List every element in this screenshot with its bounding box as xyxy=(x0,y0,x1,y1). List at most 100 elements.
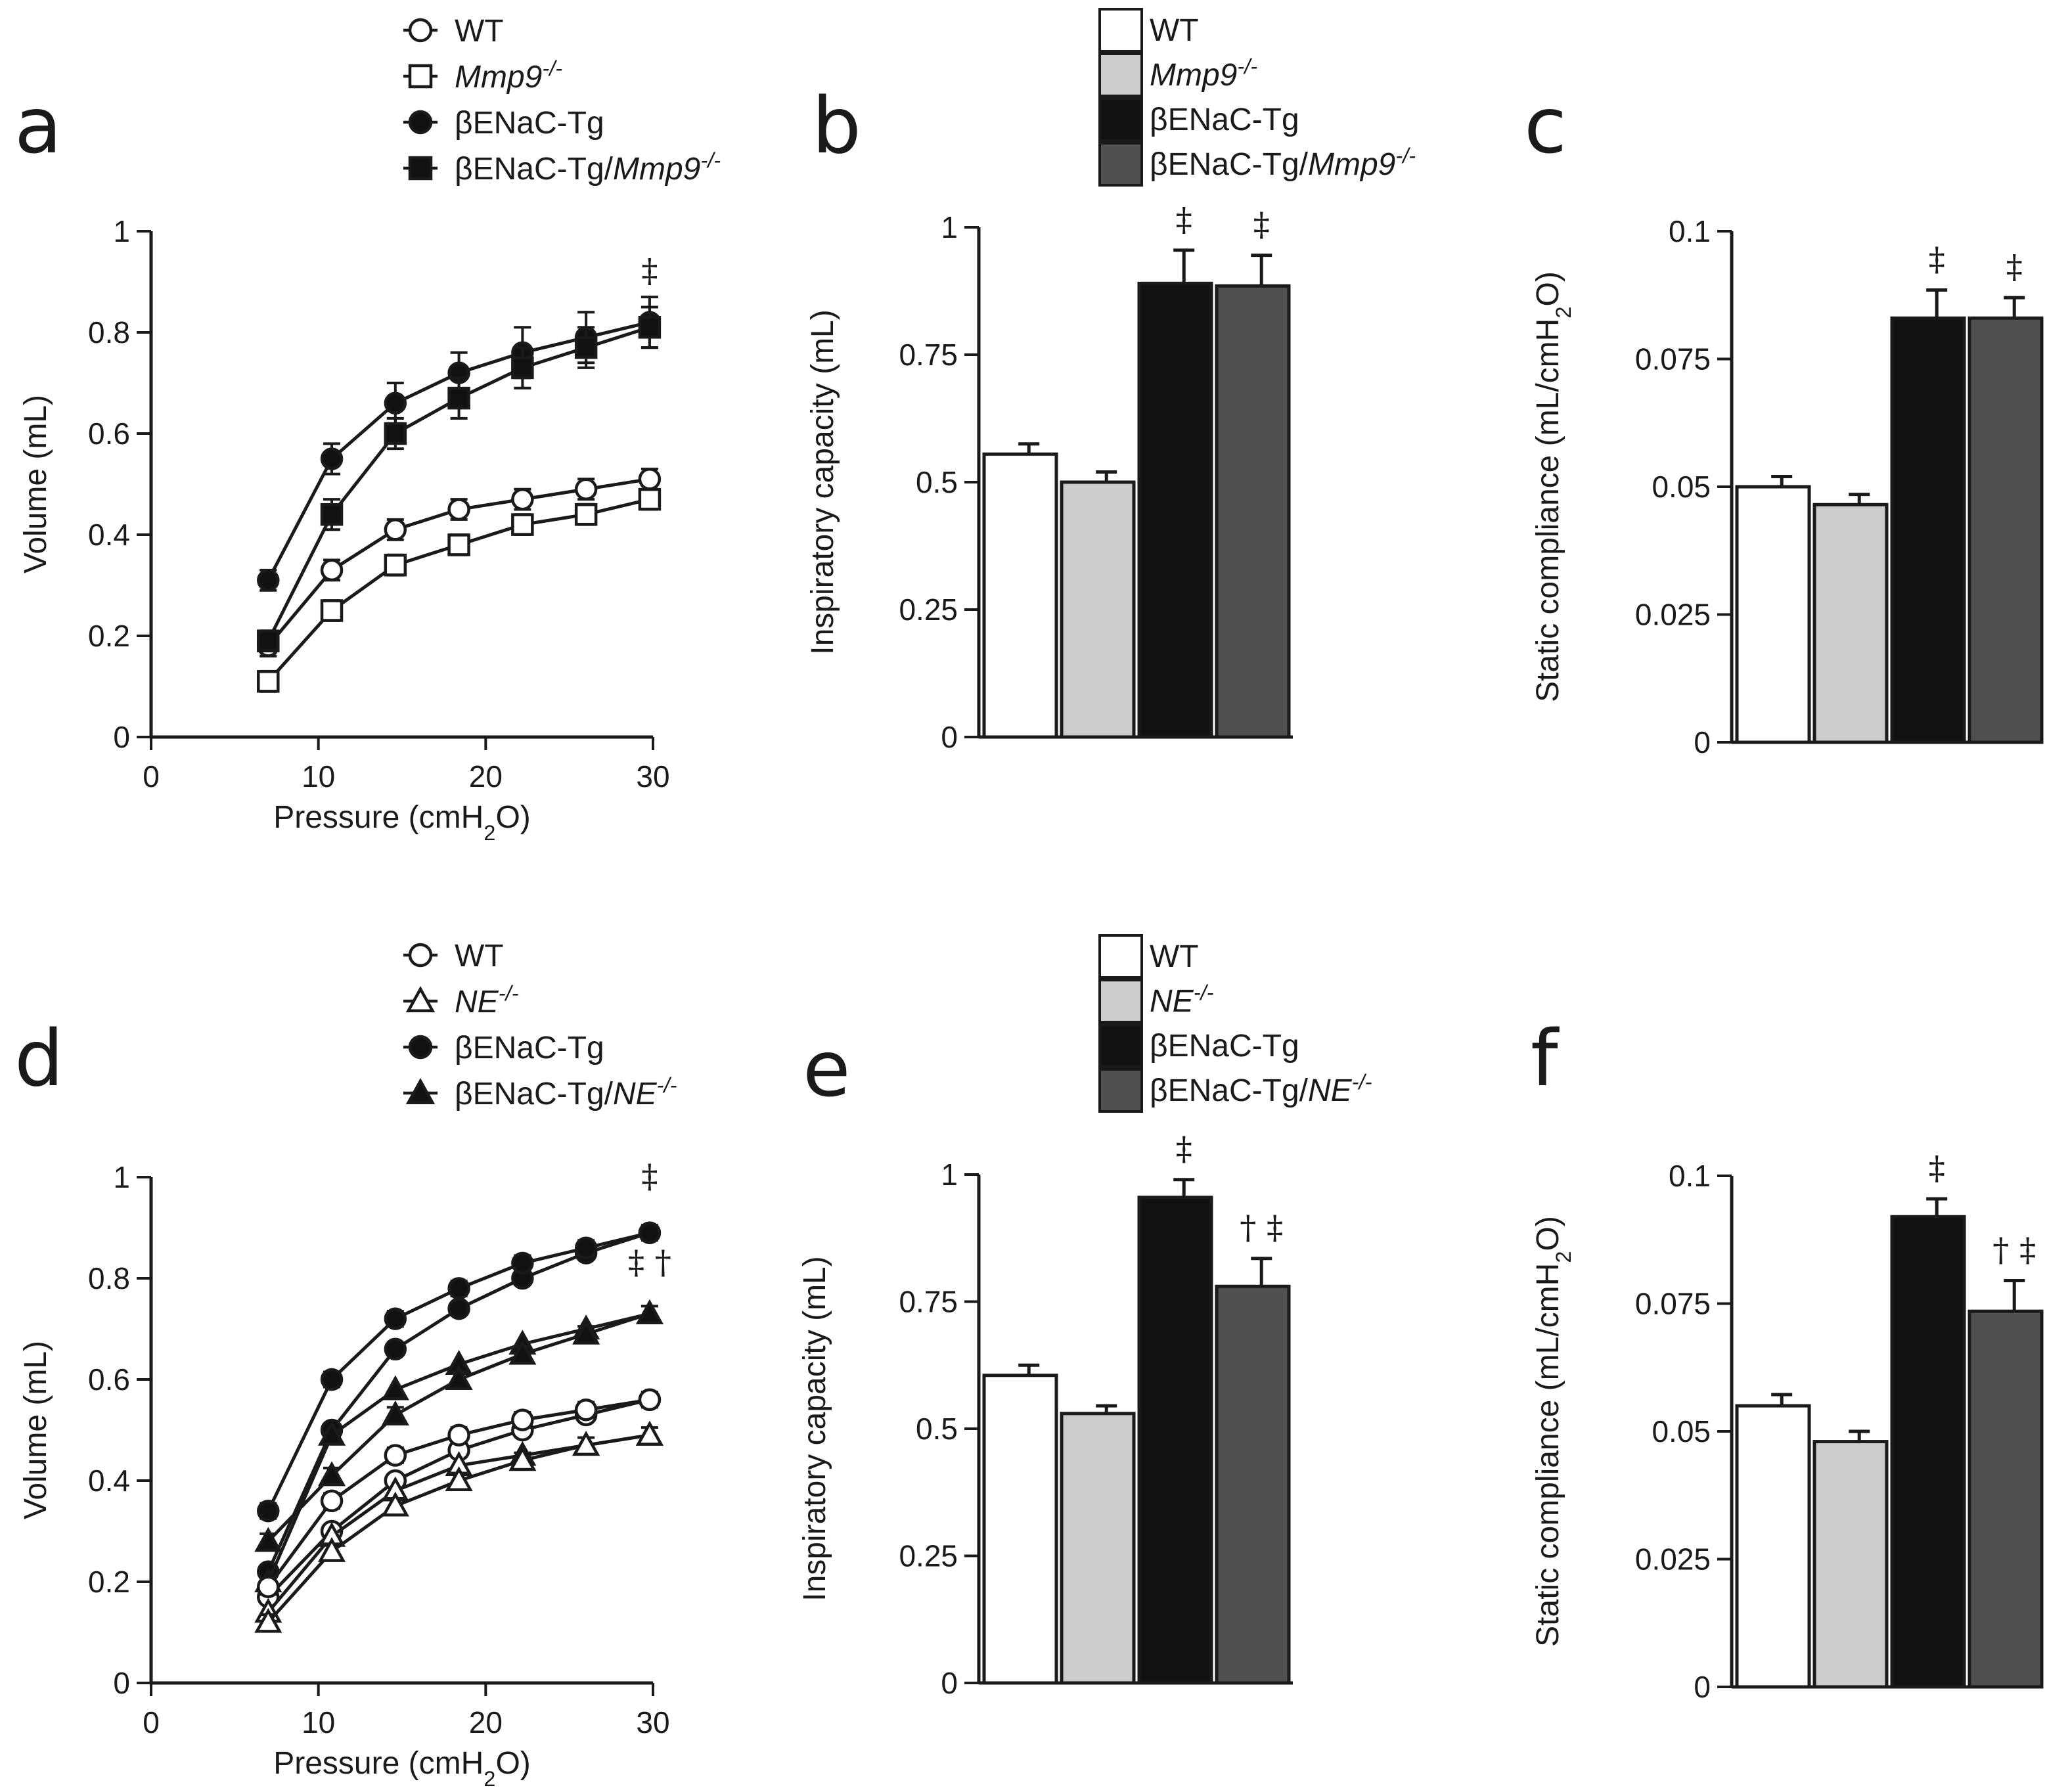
d-legend-label-1: NE-/- xyxy=(455,981,519,1020)
d-data-point-wt-4 xyxy=(511,1408,534,1431)
a-data-point-enac-tg-mmp9-3 xyxy=(447,386,470,410)
panel-letter-b: b xyxy=(812,80,861,171)
a-y-tick-label-5: 1 xyxy=(113,214,130,248)
f-bar-enac-tg-ne xyxy=(1968,1309,2044,1689)
d-data-point-enac-tg-ne-1 xyxy=(317,1461,346,1487)
b-y-tick-label-1: 0.25 xyxy=(899,593,958,627)
panel-letter-d: d xyxy=(14,1013,64,1104)
f-y-axis-label: Static compliance (mL/cmH2O) xyxy=(1531,1216,1575,1647)
a-data-point-enac-tg-mmp9-6 xyxy=(638,316,662,339)
a-x-tick-label-3: 30 xyxy=(636,759,669,794)
e-legend-swatch-3 xyxy=(1098,1068,1143,1113)
f-bar-wt xyxy=(1735,1404,1811,1689)
d-data-point-enac-tg-2 xyxy=(384,1307,407,1330)
panel-letter-c: c xyxy=(1524,80,1567,171)
a-data-point-mmp9-5 xyxy=(574,503,598,526)
f-bar-enac-tg xyxy=(1890,1215,1966,1689)
a-legend-marker-3 xyxy=(408,156,433,181)
a-data-point-mmp9-1 xyxy=(320,599,344,622)
d-data-point-enac-tg-ne-2 xyxy=(381,1375,409,1400)
chart-e-inspiratory-capacity: 0 0.25 0.5 0.75 1 Inspiratory capacity (mL) ‡ †… xyxy=(798,934,1372,1700)
d-data-point-enac-tg-ne-1 xyxy=(317,1420,346,1446)
e-significance-mark-2: ‡ xyxy=(1176,1130,1192,1168)
e-legend-label-2: βENaC-Tg xyxy=(1150,1029,1299,1064)
e-y-axis-label: Inspiratory capacity (mL) xyxy=(798,1256,832,1602)
d-x-tick-label-3: 30 xyxy=(636,1705,669,1739)
e-legend-label-1: NE-/- xyxy=(1150,980,1214,1019)
chart-f-static-compliance: 0 0.025 0.05 0.075 0.1 Static compliance (mL/… xyxy=(1531,1149,2044,1704)
d-legend-marker-0 xyxy=(408,943,433,968)
d-x-tick-label-0: 0 xyxy=(143,1705,160,1739)
b-bar-wt xyxy=(982,452,1058,739)
e-y-tick-label-0: 0 xyxy=(941,1666,958,1700)
e-y-tick-label-2: 0.5 xyxy=(916,1412,958,1446)
a-y-axis-label: Volume (mL) xyxy=(18,395,53,573)
e-legend-swatch-2 xyxy=(1098,1023,1143,1068)
a-legend-label-0: WT xyxy=(455,14,504,49)
a-data-point-mmp9-2 xyxy=(384,553,407,577)
d-data-point-enac-tg-ne-4 xyxy=(508,1339,537,1365)
e-bar-wt xyxy=(982,1374,1058,1685)
a-data-point-wt-1 xyxy=(320,558,344,582)
a-y-tick-label-4: 0.8 xyxy=(88,315,130,349)
d-significance-mark-0: ‡ xyxy=(641,1157,658,1195)
b-legend-label-2: βENaC-Tg xyxy=(1150,102,1299,137)
d-significance-mark-1: ‡ † xyxy=(628,1243,671,1281)
d-data-point-enac-tg-ne-3 xyxy=(445,1365,473,1391)
e-bar-enac-tg xyxy=(1137,1196,1213,1685)
a-x-tick-label-1: 10 xyxy=(302,759,335,794)
d-data-point-enac-tg-ne-6 xyxy=(635,1299,664,1324)
f-y-tick-label-3: 0.075 xyxy=(1635,1287,1711,1321)
d-data-point-ne-5 xyxy=(572,1431,600,1456)
b-legend-swatch-1 xyxy=(1098,53,1143,97)
e-legend-swatch-1 xyxy=(1098,979,1143,1023)
e-bar-ne xyxy=(1060,1412,1136,1685)
a-data-point-enac-tg-2 xyxy=(384,392,407,415)
d-x-tick-label-1: 10 xyxy=(302,1705,335,1739)
b-legend-label-0: WT xyxy=(1150,13,1199,48)
f-significance-mark-2: ‡ xyxy=(1929,1149,1945,1187)
b-significance-mark-3: ‡ xyxy=(1253,206,1270,244)
f-y-tick-label-0: 0 xyxy=(1694,1670,1711,1704)
d-data-point-ne-4 xyxy=(508,1446,537,1471)
d-y-tick-label-2: 0.4 xyxy=(88,1464,130,1498)
a-y-tick-label-3: 0.6 xyxy=(88,416,130,451)
b-y-tick-label-3: 0.75 xyxy=(899,338,958,372)
a-data-point-wt-4 xyxy=(511,487,534,511)
c-y-tick-label-2: 0.05 xyxy=(1652,470,1711,504)
d-data-point-enac-tg-6 xyxy=(638,1221,662,1244)
d-x-axis-label: Pressure (cmH2O) xyxy=(273,1746,531,1789)
d-data-point-enac-tg-4 xyxy=(511,1251,534,1275)
b-legend-swatch-2 xyxy=(1098,97,1143,142)
d-data-point-enac-tg-ne-5 xyxy=(572,1319,600,1345)
c-y-axis-label: Static compliance (mL/cmH2O) xyxy=(1531,271,1575,702)
a-data-point-mmp9-0 xyxy=(257,670,280,693)
d-data-point-ne-2 xyxy=(381,1491,409,1517)
a-data-point-enac-tg-mmp9-1 xyxy=(320,503,344,526)
a-y-tick-label-0: 0 xyxy=(113,720,130,754)
a-y-tick-label-1: 0.2 xyxy=(88,619,130,653)
e-legend-swatch-0 xyxy=(1098,934,1143,979)
a-data-point-enac-tg-mmp9-5 xyxy=(574,336,598,359)
d-x-tick-label-2: 20 xyxy=(469,1705,503,1739)
a-data-point-enac-tg-mmp9-4 xyxy=(511,356,534,380)
d-data-point-ne-0 xyxy=(254,1607,282,1633)
d-y-tick-label-4: 0.8 xyxy=(88,1261,130,1295)
d-legend-label-0: WT xyxy=(455,939,504,974)
d-y-tick-label-1: 0.2 xyxy=(88,1565,130,1599)
a-x-axis-label: Pressure (cmH2O) xyxy=(273,800,531,845)
chart-a-pressure-volume: 0 0.2 0.4 0.6 0.8 1 Volume (mL) 0 10 20 30 Pressure… xyxy=(18,14,721,845)
c-bar-wt xyxy=(1735,485,1811,744)
a-data-point-enac-tg-mmp9-2 xyxy=(384,422,407,445)
c-significance-mark-3: ‡ xyxy=(2006,248,2023,286)
e-significance-mark-3: † ‡ xyxy=(1240,1209,1283,1247)
a-data-point-mmp9-6 xyxy=(638,487,662,511)
chart-c-static-compliance: 0 0.025 0.05 0.075 0.1 Static compliance (mL/… xyxy=(1531,214,2044,759)
a-data-point-mmp9-4 xyxy=(511,513,534,536)
f-bar-ne xyxy=(1812,1440,1889,1689)
d-data-point-enac-tg-5 xyxy=(574,1236,598,1260)
d-legend-label-2: βENaC-Tg xyxy=(455,1031,604,1065)
b-legend-swatch-0 xyxy=(1098,8,1143,53)
